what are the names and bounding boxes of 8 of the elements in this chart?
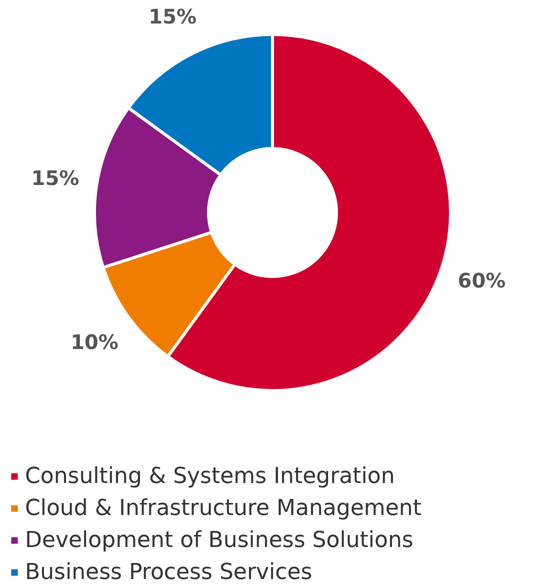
data-label: 60% — [458, 268, 506, 292]
legend-label: Business Process Services — [25, 558, 312, 586]
legend-label: Consulting & Systems Integration — [25, 462, 395, 490]
data-label: 10% — [70, 330, 118, 354]
legend-label: Development of Business Solutions — [25, 526, 414, 554]
data-label: 15% — [148, 4, 197, 28]
legend-label: Cloud & Infrastructure Management — [25, 494, 422, 522]
data-label: 15% — [31, 166, 80, 190]
